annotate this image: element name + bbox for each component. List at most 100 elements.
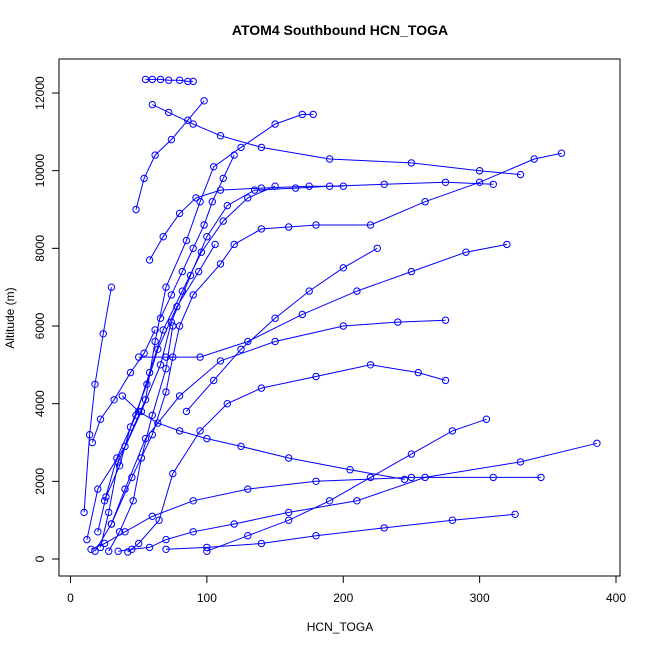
data-point (257, 384, 266, 392)
data-point (169, 322, 177, 330)
data-point (121, 485, 129, 493)
series-line (83, 287, 112, 513)
data-point (421, 198, 429, 206)
data-point (237, 143, 245, 152)
data-point (88, 438, 97, 447)
data-point (380, 180, 388, 189)
data-point (339, 264, 347, 272)
data-point (203, 434, 211, 443)
data-point (151, 151, 159, 159)
data-point (309, 110, 317, 119)
data-point (126, 423, 135, 431)
data-point (196, 353, 204, 361)
y-tick-label: 2000 (33, 468, 47, 495)
data-point (132, 205, 140, 214)
series-14 (80, 283, 116, 517)
data-point (162, 283, 170, 291)
data-point (165, 108, 173, 117)
data-point (441, 316, 450, 324)
data-point (85, 431, 94, 439)
data-point (105, 547, 113, 555)
data-point (339, 322, 347, 330)
data-point (305, 182, 313, 190)
data-point (305, 287, 313, 295)
data-point (178, 267, 187, 276)
series-line (121, 395, 405, 480)
data-point (167, 291, 176, 299)
data-point (135, 539, 143, 548)
y-tick-label: 0 (33, 555, 47, 562)
data-point (285, 223, 293, 231)
data-point (441, 376, 450, 385)
data-point (173, 302, 181, 311)
data-point (211, 240, 219, 249)
data-point (156, 361, 165, 369)
chart-title: ATOM4 Southbound HCN_TOGA (232, 22, 448, 38)
data-point (175, 392, 184, 400)
data-point (400, 475, 409, 484)
data-point (162, 535, 170, 544)
data-point (110, 396, 118, 404)
data-point (105, 508, 113, 517)
series-10 (148, 100, 525, 179)
data-point (113, 454, 121, 462)
data-point (143, 380, 151, 388)
data-point (503, 240, 511, 249)
data-point (167, 135, 176, 144)
data-point (128, 473, 136, 482)
data-point (353, 497, 361, 505)
data-point (339, 182, 347, 190)
data-point (237, 345, 245, 353)
data-point (380, 524, 388, 532)
data-point (87, 545, 95, 553)
series-8 (124, 361, 450, 556)
data-point (219, 174, 227, 183)
series-17 (182, 244, 381, 416)
series-18 (145, 182, 347, 264)
data-point (593, 439, 601, 447)
data-point (145, 256, 154, 264)
data-point (175, 76, 184, 84)
data-point (489, 180, 497, 189)
data-point (407, 159, 416, 167)
data-point (184, 77, 192, 86)
data-point (462, 248, 470, 256)
data-point (250, 186, 259, 194)
series-line (108, 325, 174, 552)
series-line (138, 243, 507, 358)
data-point (414, 368, 422, 377)
data-point (189, 291, 197, 299)
data-point (195, 267, 203, 276)
data-point (137, 454, 146, 462)
data-point (192, 194, 200, 202)
x-axis: 0 100 200 300 400 (67, 575, 626, 605)
data-point (291, 184, 300, 192)
series-3 (83, 110, 317, 544)
x-tick-label: 200 (333, 591, 353, 605)
data-point (511, 510, 519, 518)
data-point (475, 178, 484, 187)
data-point (91, 380, 99, 388)
series-layer (80, 75, 601, 556)
data-point (298, 110, 306, 119)
series-6 (87, 473, 545, 553)
data-point (230, 240, 238, 249)
data-point (325, 155, 334, 163)
series-line (97, 244, 216, 532)
y-tick-label: 10000 (33, 154, 47, 188)
data-point (189, 120, 197, 128)
data-point (99, 330, 107, 338)
data-point (189, 497, 197, 505)
data-point (162, 365, 170, 373)
series-line (104, 185, 276, 501)
series-4 (141, 75, 197, 86)
data-point (151, 337, 159, 346)
y-tick-label: 12000 (33, 76, 47, 110)
series-16 (118, 392, 409, 484)
data-point (96, 415, 105, 423)
data-point (237, 442, 245, 451)
data-point (115, 462, 124, 470)
data-point (489, 473, 497, 482)
series-line (186, 247, 378, 412)
data-point (162, 545, 170, 553)
